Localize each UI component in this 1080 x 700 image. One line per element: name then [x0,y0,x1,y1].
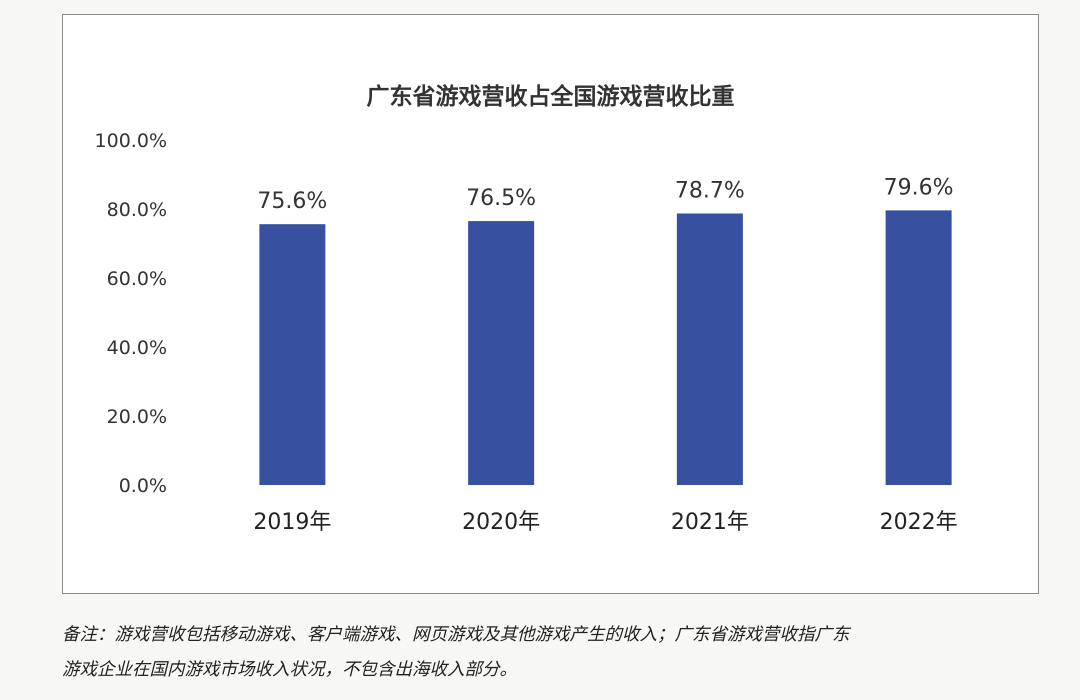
data-label: 79.6% [884,175,954,200]
y-tick-label: 100.0% [95,130,167,152]
data-label: 76.5% [466,186,536,211]
bar-chart: 0.0% 20.0% 40.0% 60.0% 80.0% 100.0% 75.6% 2019年… [95,130,958,535]
y-tick-label: 40.0% [107,337,167,359]
x-tick-label: 2020年 [462,510,540,535]
chart-frame: 广东省游戏营收占全国游戏营收比重 0.0% 20.0% 40.0% 60.0% 80.0… [62,14,1039,594]
x-tick-label: 2022年 [880,510,958,535]
data-label: 78.7% [675,178,745,203]
bar [259,224,326,485]
x-tick-label: 2019年 [253,510,331,535]
bar [885,210,952,485]
bar [468,221,535,485]
x-tick-label: 2021年 [671,510,749,535]
y-tick-label: 0.0% [119,475,167,497]
chart-title: 广东省游戏营收占全国游戏营收比重 [366,84,735,110]
y-tick-label: 20.0% [107,406,167,428]
footnote: 备注：游戏营收包括移动游戏、客户端游戏、网页游戏及其他游戏产生的收入；广东省游戏… [62,618,1062,688]
footnote-line-2: 游戏企业在国内游戏市场收入状况，不包含出海收入部分。 [62,660,517,680]
y-tick-label: 80.0% [107,199,167,221]
footnote-line-1: 备注：游戏营收包括移动游戏、客户端游戏、网页游戏及其他游戏产生的收入；广东省游戏… [62,625,850,645]
data-label: 75.6% [257,189,327,214]
y-tick-label: 60.0% [107,268,167,290]
bar [676,213,743,486]
